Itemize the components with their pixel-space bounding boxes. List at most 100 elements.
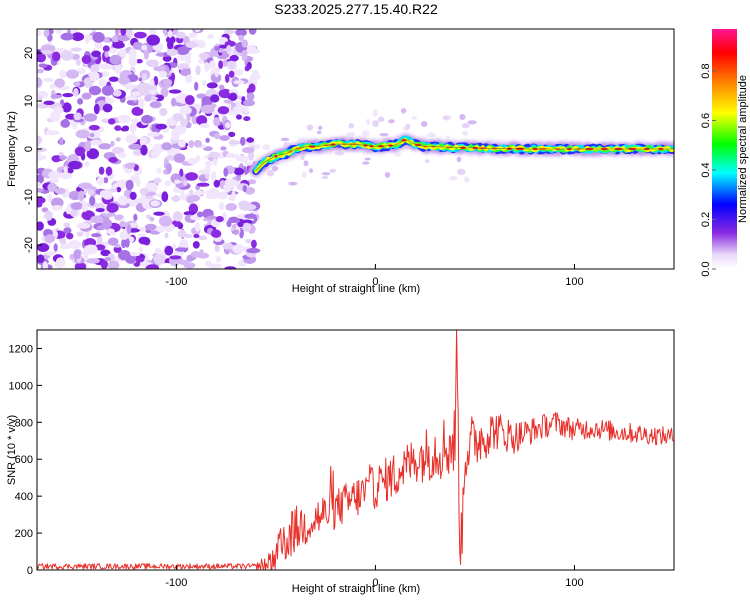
noise-blob	[188, 194, 201, 202]
y-tick-label: -20	[23, 237, 35, 253]
noise-blob	[171, 132, 180, 141]
y-tick-label: 1200	[9, 343, 33, 355]
noise-blob	[226, 44, 232, 55]
noise-blob	[59, 243, 73, 249]
noise-blob	[208, 60, 216, 69]
noise-blob	[177, 229, 187, 238]
noise-blob	[210, 94, 220, 103]
noise-blob	[173, 179, 181, 184]
noise-blob	[81, 55, 92, 64]
noise-blob	[74, 262, 87, 269]
noise-blob	[214, 244, 220, 253]
noise-blob	[449, 176, 458, 181]
x-tick-label: -100	[165, 577, 187, 589]
noise-blob	[60, 119, 70, 128]
noise-blob	[153, 253, 166, 265]
noise-blob	[164, 232, 169, 239]
noise-blob	[178, 239, 189, 251]
y-tick-label: 200	[15, 528, 33, 540]
noise-blob	[38, 63, 48, 68]
noise-blob	[125, 134, 138, 144]
noise-blob	[205, 160, 213, 167]
noise-blob	[92, 32, 105, 43]
noise-blob	[158, 70, 167, 78]
noise-blob	[246, 137, 255, 143]
noise-blob	[192, 241, 200, 249]
noise-blob	[193, 233, 200, 239]
noise-blob	[308, 168, 314, 174]
noise-blob	[161, 142, 173, 151]
noise-blob	[55, 29, 63, 34]
colorbar-ticks: 0.0 0.2 0.4 0.6 0.8	[700, 63, 716, 277]
y-tick-label: 0	[27, 565, 33, 577]
noise-blob	[83, 77, 94, 88]
noise-blob	[334, 151, 345, 156]
noise-blob	[138, 77, 143, 82]
noise-blob	[226, 220, 232, 228]
noise-blob	[199, 123, 210, 129]
noise-blob	[180, 190, 185, 201]
noise-blob	[120, 29, 127, 36]
noise-blob	[366, 118, 371, 125]
noise-blob	[63, 227, 72, 234]
noise-blob	[118, 152, 127, 158]
noise-blob	[37, 68, 44, 74]
noise-blob	[139, 226, 145, 233]
noise-blob	[104, 257, 112, 262]
noise-blob	[70, 47, 82, 52]
noise-blob	[175, 247, 189, 252]
noise-blob	[280, 137, 290, 142]
noise-blob	[215, 255, 222, 263]
noise-blob	[246, 44, 257, 55]
noise-blob	[233, 167, 245, 176]
noise-blob	[55, 257, 66, 268]
noise-blob	[377, 116, 385, 123]
noise-blob	[194, 29, 201, 33]
noise-blob	[115, 137, 121, 142]
noise-blob	[153, 211, 165, 216]
noise-blob	[405, 123, 411, 130]
noise-blob	[139, 136, 148, 147]
noise-blob	[37, 30, 42, 37]
noise-blob	[156, 225, 166, 233]
y-tick-label: 400	[15, 491, 33, 503]
noise-blob	[210, 229, 222, 238]
noise-blob	[125, 237, 130, 248]
noise-blob	[77, 67, 86, 74]
noise-blob	[179, 106, 192, 115]
noise-blob	[52, 51, 61, 62]
noise-blob	[44, 234, 56, 244]
noise-blob	[100, 259, 108, 269]
noise-blob	[66, 69, 79, 79]
noise-blob	[102, 103, 113, 113]
noise-blob	[184, 95, 195, 105]
noise-blob	[180, 68, 192, 77]
noise-blob	[348, 122, 354, 129]
noise-blob	[239, 156, 249, 164]
noise-blob	[240, 136, 246, 146]
noise-blob	[93, 103, 100, 115]
noise-blob	[301, 171, 307, 178]
noise-blob	[48, 171, 61, 179]
noise-blob	[224, 29, 235, 35]
noise-blob	[140, 144, 148, 156]
noise-blob	[198, 235, 208, 241]
noise-blob	[83, 113, 98, 122]
noise-blob	[162, 78, 172, 86]
noise-blob	[232, 106, 242, 114]
colorbar-tick-label: 0.6	[700, 113, 712, 128]
snr-series-line	[37, 330, 674, 570]
noise-blob	[89, 132, 95, 138]
noise-blob	[50, 94, 62, 99]
noise-blob	[457, 168, 466, 175]
noise-blob	[372, 120, 379, 127]
noise-blob	[223, 99, 233, 104]
noise-blob	[143, 49, 149, 60]
noise-blob	[48, 29, 54, 35]
noise-blob	[197, 211, 203, 218]
noise-blob	[185, 41, 198, 49]
noise-blob	[164, 245, 174, 256]
noise-blob	[225, 122, 231, 129]
noise-blob	[198, 52, 209, 60]
noise-blob	[228, 216, 240, 223]
